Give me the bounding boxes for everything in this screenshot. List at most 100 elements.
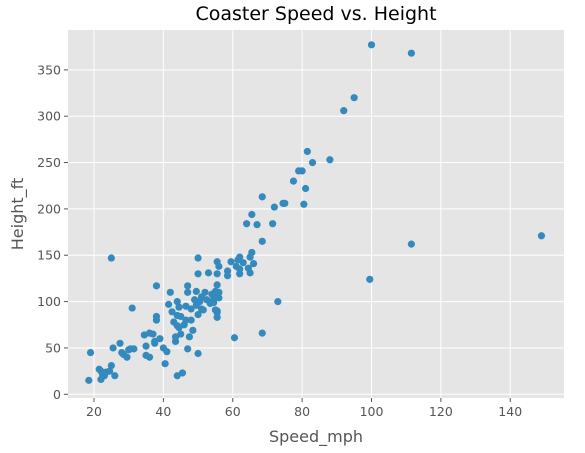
data-point (194, 270, 202, 278)
data-point (184, 282, 192, 290)
y-tick-label: 100 (37, 294, 61, 309)
data-point (187, 305, 195, 313)
data-point (168, 308, 176, 316)
x-tick-label: 20 (86, 404, 102, 419)
data-point (184, 288, 192, 296)
y-tick-label: 50 (45, 340, 61, 355)
data-point (185, 333, 193, 341)
x-tick-label: 60 (225, 404, 241, 419)
y-tick-label: 0 (53, 387, 61, 402)
data-point (161, 360, 169, 368)
data-point (308, 158, 317, 167)
data-point (215, 288, 223, 296)
y-tick-label: 350 (37, 62, 61, 77)
data-point (239, 259, 247, 267)
y-tick-label: 300 (37, 109, 61, 124)
data-point (184, 345, 192, 353)
data-point (248, 210, 256, 219)
data-point (258, 237, 266, 245)
data-point (201, 288, 209, 296)
data-point (152, 316, 161, 324)
data-point (123, 353, 131, 361)
data-point (182, 316, 190, 324)
data-point (178, 369, 187, 377)
data-point (301, 184, 310, 193)
data-point (175, 303, 183, 311)
data-point (407, 49, 415, 57)
data-point (107, 254, 115, 262)
data-point (107, 361, 115, 370)
data-point (130, 345, 138, 353)
data-point (111, 372, 119, 380)
data-point (407, 240, 415, 248)
data-point (199, 306, 207, 314)
data-point (258, 193, 266, 201)
data-point (274, 297, 282, 306)
x-tick-label: 120 (429, 404, 453, 419)
data-point (366, 275, 374, 283)
data-point (253, 221, 261, 229)
data-point (194, 349, 202, 358)
chart-title: Coaster Speed vs. Height (195, 3, 436, 25)
data-points (85, 41, 546, 384)
data-point (85, 376, 93, 384)
data-point (258, 329, 266, 337)
data-point (350, 94, 358, 102)
y-tick-labels: 0 50 100 150 200 250 300 350 (37, 62, 68, 402)
data-point (187, 316, 195, 324)
data-point (227, 258, 235, 266)
data-point (215, 294, 223, 302)
data-point (223, 272, 232, 280)
x-tick-label: 80 (294, 404, 310, 419)
data-point (192, 287, 200, 296)
data-point (298, 167, 306, 175)
data-point (236, 265, 244, 273)
data-point (246, 269, 254, 277)
x-tick-label: 100 (360, 404, 384, 419)
data-point (213, 281, 221, 289)
data-point (86, 348, 95, 357)
data-point (164, 300, 173, 308)
data-point (213, 313, 221, 321)
data-point (249, 259, 258, 268)
x-tick-label: 40 (155, 404, 171, 419)
x-axis-label: Speed_mph (269, 427, 363, 447)
x-tick-label: 140 (498, 404, 522, 419)
data-point (194, 254, 202, 262)
data-point (149, 330, 157, 338)
data-point (116, 339, 124, 347)
data-point (194, 310, 202, 319)
data-point (128, 304, 136, 312)
data-point (142, 342, 150, 350)
data-point (173, 297, 181, 306)
data-point (303, 147, 311, 156)
y-tick-label: 200 (37, 201, 61, 216)
data-point (189, 326, 197, 334)
data-point (270, 203, 278, 211)
data-point (243, 220, 251, 228)
data-point (163, 348, 171, 356)
data-point (213, 270, 221, 278)
data-point (537, 232, 546, 240)
data-point (145, 353, 154, 361)
data-point (152, 282, 161, 290)
data-point (177, 312, 185, 321)
plot-background (68, 30, 564, 398)
y-tick-label: 250 (37, 155, 61, 170)
data-point (340, 107, 348, 115)
data-point (300, 200, 308, 208)
data-point (156, 335, 164, 343)
data-point (248, 248, 256, 257)
x-tick-labels: 20 40 60 80 100 120 140 (86, 398, 522, 419)
data-point (269, 220, 277, 228)
data-point (289, 177, 298, 185)
data-point (281, 199, 289, 207)
data-point (326, 156, 334, 164)
data-point (210, 298, 218, 307)
data-point (236, 253, 244, 261)
data-point (230, 334, 239, 342)
data-point (177, 330, 185, 338)
data-point (367, 41, 376, 49)
data-point (106, 367, 114, 375)
